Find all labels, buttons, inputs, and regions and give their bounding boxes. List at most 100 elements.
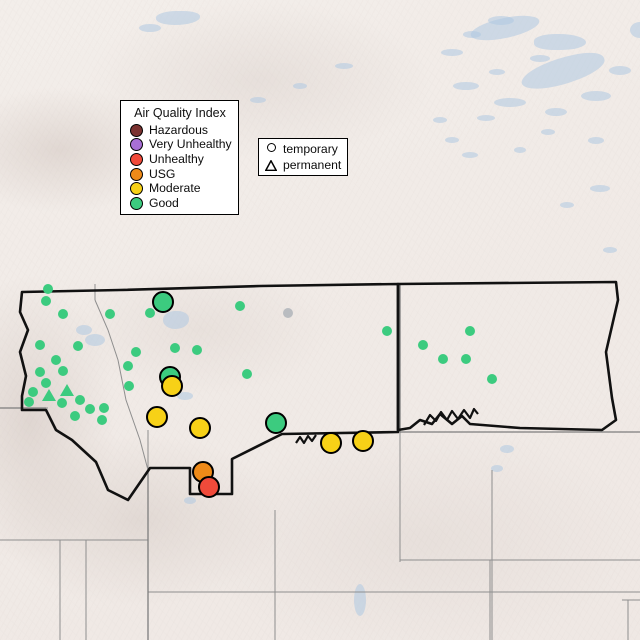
map-marker-good[interactable] — [41, 378, 51, 388]
water-body — [477, 115, 495, 121]
water-body — [588, 136, 604, 144]
map-marker-good[interactable] — [35, 340, 45, 350]
map-marker-good[interactable] — [242, 369, 252, 379]
legend-swatch-icon — [130, 138, 143, 152]
map-marker-good[interactable] — [24, 397, 34, 407]
legend-title: Air Quality Index — [134, 106, 226, 120]
legend-swatch-icon — [130, 123, 143, 137]
map-marker-good[interactable] — [192, 345, 202, 355]
circle-outline-icon — [265, 142, 278, 156]
map-marker-no-data[interactable] — [283, 308, 293, 318]
legend-item-label: Good — [149, 195, 179, 210]
water-body — [545, 108, 567, 116]
map-marker-good[interactable] — [461, 354, 471, 364]
water-body — [560, 202, 574, 208]
map-marker-good[interactable] — [487, 374, 497, 384]
water-body — [630, 22, 640, 38]
legend-type-label-permanent: permanent — [283, 157, 342, 172]
map-marker-good[interactable] — [60, 384, 74, 396]
water-body — [184, 496, 196, 504]
map-marker-good[interactable] — [75, 395, 85, 405]
water-body — [489, 69, 505, 75]
map-marker-good[interactable] — [35, 367, 45, 377]
map-marker-good[interactable] — [41, 296, 51, 306]
map-marker-good[interactable] — [42, 389, 56, 401]
map-marker-moderate[interactable] — [352, 430, 374, 452]
water-body — [500, 445, 514, 453]
map-marker-moderate[interactable] — [189, 417, 211, 439]
map-marker-unhealthy[interactable] — [198, 476, 220, 498]
water-body — [156, 11, 200, 25]
water-body — [250, 97, 266, 103]
map-marker-moderate[interactable] — [320, 432, 342, 454]
triangle-outline-icon — [265, 158, 278, 172]
map-marker-good[interactable] — [382, 326, 392, 336]
legend-swatch-icon — [130, 167, 143, 181]
map-marker-good[interactable] — [170, 343, 180, 353]
water-body — [445, 137, 459, 143]
river-boundary-detail — [295, 407, 479, 445]
legend-type-row-temporary: temporary — [265, 141, 342, 157]
map-marker-good[interactable] — [85, 404, 95, 414]
map-marker-good[interactable] — [58, 309, 68, 319]
map-marker-good[interactable] — [57, 398, 67, 408]
water-body — [491, 464, 503, 472]
legend-item-very-unhealthy[interactable]: Very Unhealthy — [130, 137, 232, 153]
legend-type-row-permanent: permanent — [265, 157, 342, 173]
map-marker-good[interactable] — [58, 366, 68, 376]
legend-item-label: USG — [149, 166, 176, 181]
water-body — [453, 82, 479, 90]
map-marker-good[interactable] — [123, 361, 133, 371]
legend-item-label: Unhealthy — [149, 151, 204, 166]
map-marker-good[interactable] — [51, 355, 61, 365]
map-marker-good[interactable] — [131, 347, 141, 357]
water-body — [494, 97, 526, 107]
legend-type-label-temporary: temporary — [283, 141, 338, 156]
legend-item-usg[interactable]: USG — [130, 167, 230, 182]
legend-item-label: Moderate — [149, 181, 201, 196]
legend-item-label: Hazardous — [149, 122, 208, 137]
water-body — [603, 247, 617, 253]
water-body — [177, 392, 193, 400]
water-body — [581, 91, 611, 101]
water-body — [534, 34, 586, 50]
map-marker-good[interactable] — [152, 291, 174, 313]
legend-swatch-icon — [130, 152, 143, 166]
legend-item-good[interactable]: Good — [130, 196, 230, 211]
legend-item-moderate[interactable]: Moderate — [130, 181, 230, 196]
water-body — [163, 311, 189, 329]
focus-state-outline — [18, 280, 620, 502]
water-body — [433, 117, 447, 123]
water-body — [530, 54, 550, 62]
map-marker-good[interactable] — [73, 341, 83, 351]
legend-air-quality-index: Air Quality Index Hazardous Very Unhealth… — [120, 100, 239, 215]
map-marker-moderate[interactable] — [161, 375, 183, 397]
legend-item-label: Very Unhealthy — [149, 137, 232, 152]
map-marker-good[interactable] — [99, 403, 109, 413]
water-body — [462, 152, 478, 158]
map-marker-moderate[interactable] — [146, 406, 168, 428]
map-marker-good[interactable] — [124, 381, 134, 391]
water-body — [590, 184, 610, 192]
legend-item-unhealthy[interactable]: Unhealthy — [130, 152, 230, 167]
legend-item-hazardous[interactable]: Hazardous — [130, 123, 230, 138]
map-marker-good[interactable] — [438, 354, 448, 364]
map-marker-good[interactable] — [43, 284, 53, 294]
legend-swatch-icon — [130, 196, 143, 210]
map-marker-good[interactable] — [70, 411, 80, 421]
map-marker-good[interactable] — [235, 301, 245, 311]
map-marker-good[interactable] — [265, 412, 287, 434]
map-marker-good[interactable] — [28, 387, 38, 397]
water-body — [85, 334, 105, 346]
map-marker-good[interactable] — [105, 309, 115, 319]
water-body — [76, 325, 92, 335]
map-marker-good[interactable] — [418, 340, 428, 350]
water-body — [293, 83, 307, 89]
map-marker-good[interactable] — [145, 308, 155, 318]
map-marker-good[interactable] — [465, 326, 475, 336]
water-body — [514, 147, 526, 153]
map-marker-good[interactable] — [97, 415, 107, 425]
